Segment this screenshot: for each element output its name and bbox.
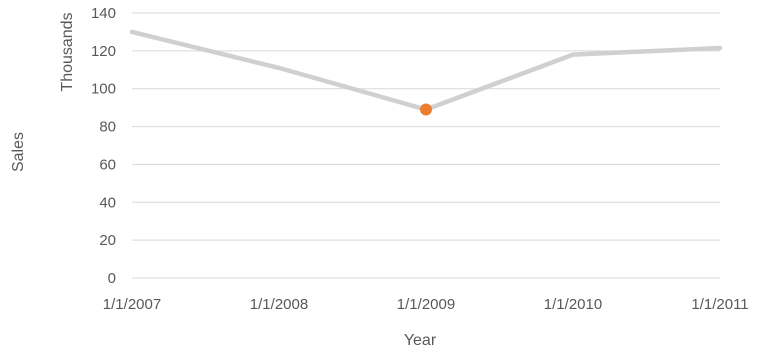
y-tick-label: 100 — [91, 81, 116, 98]
x-tick-label: 1/1/2009 — [397, 296, 455, 313]
x-axis-title: Year — [404, 332, 437, 349]
x-tick-label: 1/1/2010 — [544, 296, 602, 313]
highlight-data-point — [420, 103, 432, 116]
y-tick-label: 80 — [99, 119, 116, 136]
series-line — [129, 29, 723, 112]
x-tick-label: 1/1/2007 — [103, 296, 161, 313]
y-axis-title: Sales — [10, 132, 27, 172]
y-tick-label: 0 — [108, 270, 116, 287]
y-tick-label: 40 — [99, 194, 116, 211]
y-tick-label: 60 — [99, 156, 116, 173]
x-tick-labels: 1/1/2007 1/1/2008 1/1/2009 1/1/2010 1/1/2011 — [103, 296, 749, 313]
gridlines — [132, 12, 720, 279]
y-tick-label: 140 — [91, 5, 116, 22]
y-tick-label: 120 — [91, 43, 116, 60]
x-tick-label: 1/1/2011 — [691, 296, 748, 313]
series-layer — [129, 29, 723, 116]
y-tick-labels: 0 20 40 60 80 100 120 140 — [91, 5, 116, 287]
x-tick-label: 1/1/2008 — [250, 296, 308, 313]
y-axis-unit-label: Thousands — [59, 12, 76, 91]
y-tick-label: 20 — [99, 232, 116, 249]
